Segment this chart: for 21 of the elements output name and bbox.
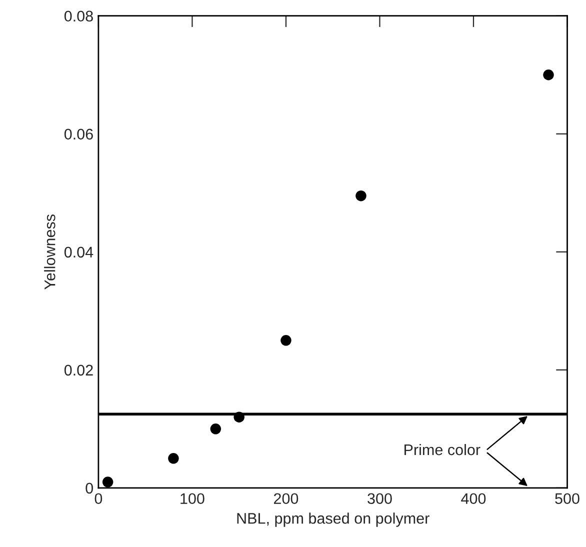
point [102, 476, 114, 488]
x-tick-label: 300 [368, 493, 392, 504]
x-tick-label: 400 [461, 493, 486, 504]
point [356, 190, 366, 202]
ref-line-label: Prime color [404, 444, 480, 456]
point [543, 69, 554, 80]
x-tick-label: 500 [555, 493, 580, 504]
point [280, 335, 292, 346]
y-tick-label: 0.08 [64, 10, 93, 22]
y-axis-title: Yellowness [44, 214, 56, 290]
point [210, 424, 222, 434]
point [168, 453, 179, 464]
y-tick-label: 0.06 [64, 128, 93, 140]
y-tick-label: 0.04 [64, 246, 94, 258]
x-tick-label: 200 [274, 493, 298, 504]
y-tick-label: 0 [86, 482, 93, 494]
x-tick-label: 100 [180, 493, 204, 504]
x-axis-title: NBL, ppm based on polymer [237, 512, 430, 527]
point [234, 412, 244, 422]
y-tick-label: 0.02 [64, 364, 93, 376]
x-tick-label: 0 [94, 493, 102, 504]
